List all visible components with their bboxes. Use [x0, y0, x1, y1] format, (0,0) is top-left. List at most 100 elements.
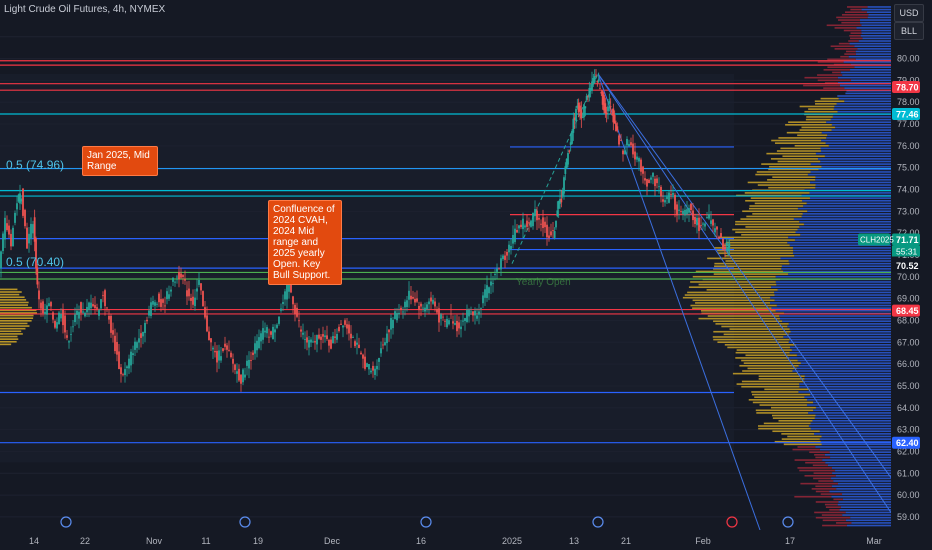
candle-body: [548, 235, 550, 239]
candle-body: [232, 358, 234, 364]
y-tick-label: 60.00: [897, 490, 920, 500]
profile-bar: [804, 378, 891, 380]
profile-bar-gold: [801, 126, 836, 129]
candle-body: [256, 340, 258, 351]
candle-body: [150, 302, 152, 316]
profile-bar-red: [823, 69, 851, 71]
profile-bar: [809, 192, 891, 194]
candle-body: [262, 328, 264, 340]
event-icon[interactable]: [60, 516, 72, 528]
candle-body: [124, 369, 126, 376]
candle-body: [692, 210, 694, 221]
candle-body: [666, 196, 668, 200]
profile-bar: [794, 254, 891, 257]
profile-bar-gold: [713, 247, 793, 249]
profile-bar-gold: [744, 192, 810, 194]
profile-bar: [798, 364, 891, 367]
profile-bar: [789, 351, 891, 354]
profile-bar: [830, 118, 891, 121]
profile-bar: [845, 92, 891, 95]
y-tick-label: 76.00: [897, 141, 920, 151]
event-icon[interactable]: [239, 516, 251, 528]
profile-bar: [822, 459, 891, 461]
candle-body: [270, 331, 272, 335]
candle-body: [152, 301, 154, 305]
candle-body: [130, 351, 132, 366]
candle-body: [504, 255, 506, 260]
candle-body: [638, 158, 640, 162]
candle-body: [320, 336, 322, 340]
profile-bar: [791, 349, 891, 351]
candle-body: [609, 106, 612, 108]
profile-bar-gold: [735, 357, 789, 359]
profile-bar: [810, 427, 891, 430]
candle-body: [182, 275, 184, 277]
candle-body: [502, 255, 504, 260]
candle-body: [640, 159, 642, 172]
event-icon[interactable]: [592, 516, 604, 528]
candle-body: [114, 335, 116, 352]
candle-body: [636, 156, 638, 160]
candle-body: [478, 311, 480, 315]
candle-body: [454, 323, 456, 325]
profile-bar-gold: [714, 262, 790, 265]
profile-bar-gold: [768, 168, 819, 171]
note-jan-mid-range[interactable]: Jan 2025, Mid Range: [82, 146, 158, 176]
candle-body: [12, 227, 14, 247]
profile-bar-gold: [820, 97, 839, 100]
profile-bar-gold: [751, 391, 799, 393]
candle-body: [38, 290, 40, 300]
profile-bar: [803, 223, 891, 226]
y-tick-label: 70.00: [897, 272, 920, 282]
candle-body: [330, 339, 332, 349]
profile-bar: [799, 226, 891, 228]
candle-body: [546, 224, 548, 238]
profile-bar-red: [817, 79, 851, 82]
profile-bar-red: [836, 16, 868, 19]
profile-bar-gold: [747, 367, 797, 370]
currency-usd-button[interactable]: USD: [894, 4, 924, 22]
profile-bar: [815, 414, 891, 417]
candle-body: [212, 347, 214, 350]
profile-bar: [788, 323, 891, 325]
candle-body: [16, 203, 18, 210]
profile-bar: [858, 40, 891, 42]
profile-bar-gold: [782, 155, 825, 158]
profile-bar-red: [811, 488, 837, 490]
profile-bar-gold: [774, 142, 826, 144]
event-icon[interactable]: [782, 516, 794, 528]
profile-bar: [842, 493, 891, 495]
candle-body: [613, 114, 616, 124]
event-icon[interactable]: [420, 516, 432, 528]
note-confluence[interactable]: Confluence of 2024 CVAH, 2024 Mid range …: [268, 200, 342, 285]
profile-bar: [777, 289, 891, 291]
candle-body: [560, 198, 563, 203]
candle-body: [44, 311, 46, 314]
profile-bar-gold: [754, 396, 805, 398]
profile-bar-red: [829, 509, 840, 511]
profile-bar: [832, 116, 891, 118]
profile-bar: [788, 333, 891, 336]
currency-bll-button[interactable]: BLL: [894, 22, 924, 40]
profile-bar: [828, 144, 891, 147]
profile-bar: [789, 338, 891, 341]
x-tick-label: 17: [785, 536, 795, 546]
candle-body: [180, 273, 182, 278]
candle-body: [526, 220, 528, 227]
profile-bar: [796, 367, 891, 370]
price-label-bg: [892, 259, 920, 272]
profile-bar-gold: [732, 372, 798, 375]
candle-body: [668, 192, 670, 203]
profile-bar: [802, 199, 891, 202]
profile-bar: [797, 207, 891, 210]
profile-bar: [792, 247, 891, 249]
candle-body: [146, 319, 148, 322]
profile-bar: [790, 330, 891, 333]
profile-bar: [807, 210, 891, 213]
event-icon[interactable]: [726, 516, 738, 528]
candle-body: [132, 353, 134, 355]
profile-bar-gold: [814, 100, 845, 103]
candle-body: [78, 311, 80, 319]
